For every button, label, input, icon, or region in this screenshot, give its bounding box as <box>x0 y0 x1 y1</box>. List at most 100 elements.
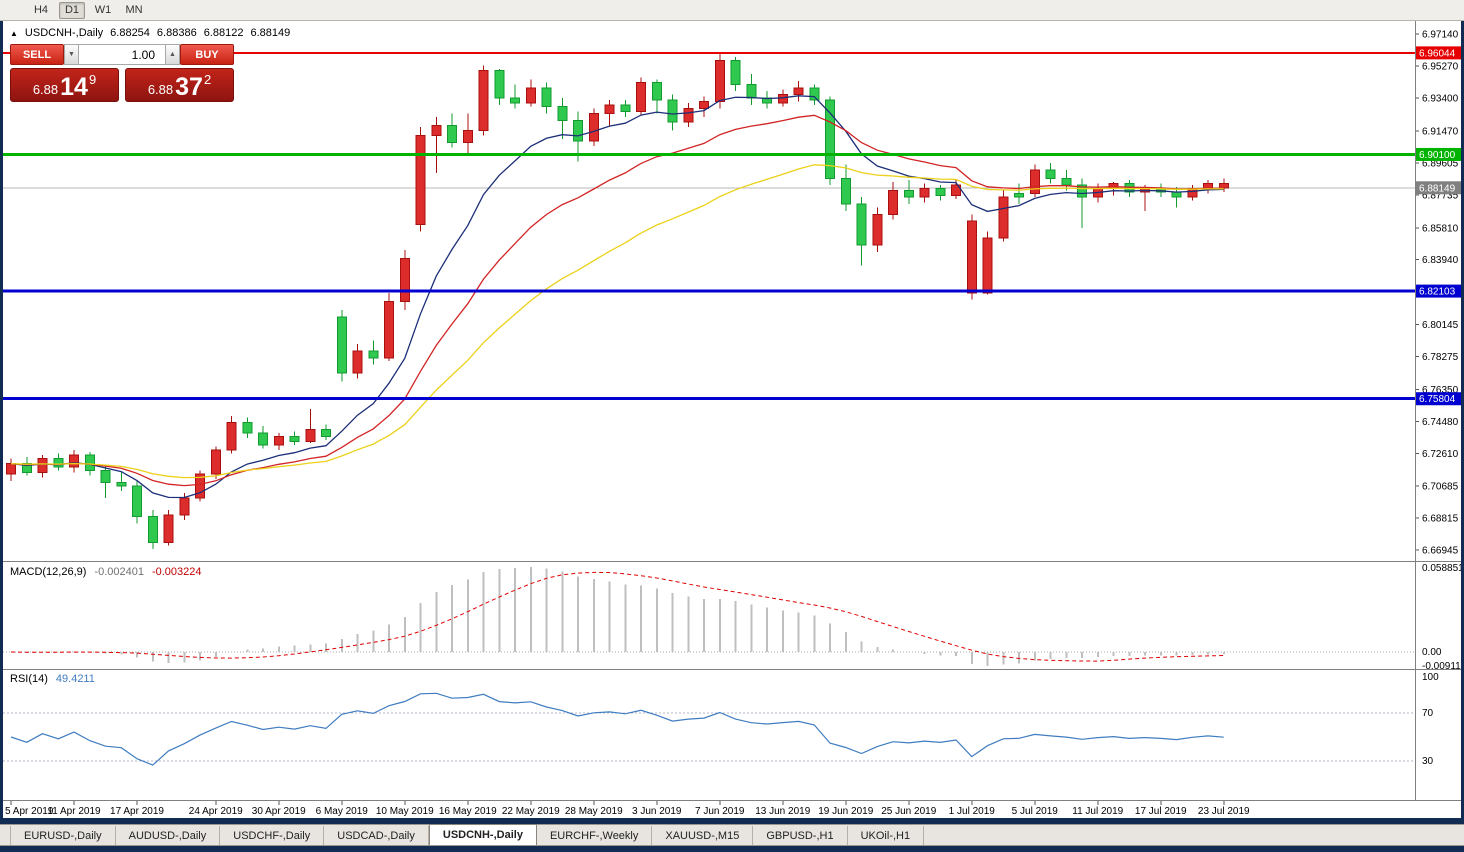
sell-button[interactable]: SELL <box>10 44 64 65</box>
buy-button[interactable]: BUY <box>180 44 234 65</box>
buy-price-tile[interactable]: 6.88 37 2 <box>125 68 234 102</box>
price-tick-label: 6.97140 <box>1422 30 1459 41</box>
rsi-value: 49.4211 <box>55 673 95 685</box>
rsi-line <box>10 692 1224 766</box>
level-price-label: 6.75804 <box>1416 392 1461 406</box>
chart-symbol-period: USDCNH-,Daily <box>24 27 104 39</box>
rsi-axis-70: 70 <box>1422 708 1434 719</box>
ma-line <box>10 95 1224 499</box>
price-tick-label: 6.76350 <box>1422 385 1459 396</box>
price-axis[interactable]: 6.97140 6.95270 6.93400 6.91470 6.89605 6.877… <box>1415 30 1459 557</box>
timeframe-button-w1[interactable]: W1 <box>94 4 112 16</box>
macd-axis-zero: 0.00 <box>1422 647 1442 658</box>
date-label: 13 Jun 2019 <box>755 806 810 817</box>
svg-text:6.82103: 6.82103 <box>1419 287 1456 298</box>
date-label: 16 May 2019 <box>439 806 497 817</box>
ohlc-close: 6.88149 <box>250 27 291 39</box>
sell-price-pipette: 9 <box>88 72 97 87</box>
symbol-tab[interactable]: AUDUSD-,Daily <box>116 826 221 845</box>
chart-window: 6.97140 6.95270 6.93400 6.91470 6.89605 6.877… <box>3 21 1461 818</box>
volume-decrease-button[interactable]: ▼ <box>64 44 79 65</box>
candlesticks <box>6 51 1229 550</box>
sell-price-tile[interactable]: 6.88 14 9 <box>10 68 119 102</box>
macd-pane: 0.058851 0.00 -0.009116 <box>3 563 1461 672</box>
svg-text:6.96044: 6.96044 <box>1419 48 1456 59</box>
svg-text:6.88149: 6.88149 <box>1419 183 1456 194</box>
macd-name: MACD(12,26,9) <box>10 566 87 578</box>
sell-price-pips: 14 <box>60 72 88 101</box>
horizontal-level-lines[interactable] <box>3 51 1415 401</box>
symbol-tab[interactable]: USDCNH-,Daily <box>428 824 537 845</box>
price-tick-label: 6.91470 <box>1422 127 1459 138</box>
volume-increase-button[interactable]: ▲ <box>165 44 180 65</box>
rsi-name: RSI(14) <box>10 673 48 685</box>
price-tick-label: 6.72610 <box>1422 449 1459 460</box>
symbol-tab[interactable]: UKOil-,H1 <box>848 826 925 845</box>
ohlc-low: 6.88122 <box>203 27 244 39</box>
date-label: 10 May 2019 <box>376 806 434 817</box>
symbol-tabs: EURUSD-,Daily AUDUSD-,Daily USDCHF-,Daily U… <box>0 824 1464 846</box>
date-label: 5 Jul 2019 <box>1012 806 1059 817</box>
date-label: 5 Apr 2019 <box>5 806 54 817</box>
svg-text:6.75804: 6.75804 <box>1419 394 1456 405</box>
price-tick-label: 6.89605 <box>1422 158 1459 169</box>
macd-signal-line <box>10 571 1224 662</box>
timeframe-button-mn[interactable]: MN <box>125 4 143 16</box>
symbol-tab[interactable]: GBPUSD-,H1 <box>753 826 848 845</box>
symbol-tab[interactable]: EURUSD-,Daily <box>10 826 116 845</box>
ohlc-open: 6.88254 <box>110 27 150 39</box>
volume-input[interactable] <box>79 44 165 65</box>
date-label: 11 Apr 2019 <box>47 806 101 817</box>
chart-canvas[interactable]: 6.97140 6.95270 6.93400 6.91470 6.89605 6.877… <box>3 21 1461 818</box>
symbol-marker-icon: ▲ <box>10 28 18 38</box>
buy-price-pipette: 2 <box>203 72 212 87</box>
price-tick-label: 6.78275 <box>1422 352 1459 363</box>
price-tick-label: 6.70685 <box>1422 482 1459 493</box>
date-label: 30 Apr 2019 <box>252 806 306 817</box>
price-tick-label: 6.95270 <box>1422 62 1459 73</box>
macd-indicator-label: MACD(12,26,9) -0.002401 -0.003224 <box>10 566 202 578</box>
level-price-label: 6.90100 <box>1416 147 1461 161</box>
level-price-label: 6.82103 <box>1416 284 1461 298</box>
timeframe-button-d1[interactable]: D1 <box>59 1 85 19</box>
bid-price-label: 6.88149 <box>1416 181 1461 195</box>
rsi-axis-100: 100 <box>1422 672 1439 683</box>
date-label: 17 Apr 2019 <box>110 806 164 817</box>
price-tick-label: 6.85810 <box>1422 223 1459 234</box>
timeframe-button-h4[interactable]: H4 <box>33 4 49 16</box>
macd-signal-value: -0.003224 <box>151 566 202 578</box>
rsi-indicator-label: RSI(14) 49.4211 <box>10 673 95 685</box>
sell-price-prefix: 6.88 <box>32 82 59 98</box>
date-label: 24 Apr 2019 <box>189 806 243 817</box>
price-tick-label: 6.87735 <box>1422 190 1459 201</box>
date-label: 19 Jun 2019 <box>818 806 873 817</box>
macd-axis-max: 0.058851 <box>1422 563 1461 574</box>
symbol-tab[interactable]: EURCHF-,Weekly <box>537 826 653 845</box>
date-label: 23 Jul 2019 <box>1198 806 1250 817</box>
price-tick-label: 6.83940 <box>1422 255 1459 266</box>
price-tick-label: 6.93400 <box>1422 94 1459 105</box>
price-tick-label: 6.66945 <box>1422 546 1459 557</box>
one-click-trading-panel: SELL ▼ ▲ BUY 6.88 14 9 6.88 37 2 <box>10 44 234 102</box>
chart-title: ▲ USDCNH-,Daily 6.88254 6.88386 6.88122 … <box>10 27 290 39</box>
moving-averages <box>10 95 1224 499</box>
date-label: 17 Jul 2019 <box>1135 806 1187 817</box>
price-tick-label: 6.80145 <box>1422 320 1459 331</box>
svg-text:6.90100: 6.90100 <box>1419 150 1456 161</box>
ohlc-high: 6.88386 <box>156 27 197 39</box>
macd-main-value: -0.002401 <box>94 566 144 578</box>
ma-line <box>10 114 1224 487</box>
symbol-tab[interactable]: USDCAD-,Daily <box>324 826 429 845</box>
rsi-pane: 100 70 30 <box>3 672 1439 767</box>
symbol-tab[interactable]: XAUUSD-,M15 <box>652 826 754 845</box>
buy-price-prefix: 6.88 <box>147 82 174 98</box>
buy-price-pips: 37 <box>175 72 203 101</box>
symbol-tab[interactable]: USDCHF-,Daily <box>220 826 325 845</box>
date-label: 11 Jul 2019 <box>1072 806 1123 817</box>
price-tick-label: 6.74480 <box>1422 417 1459 428</box>
date-label: 7 Jun 2019 <box>695 806 745 817</box>
price-tick-label: 6.68815 <box>1422 514 1459 525</box>
ma-line <box>10 164 1224 479</box>
date-label: 25 Jun 2019 <box>881 806 936 817</box>
